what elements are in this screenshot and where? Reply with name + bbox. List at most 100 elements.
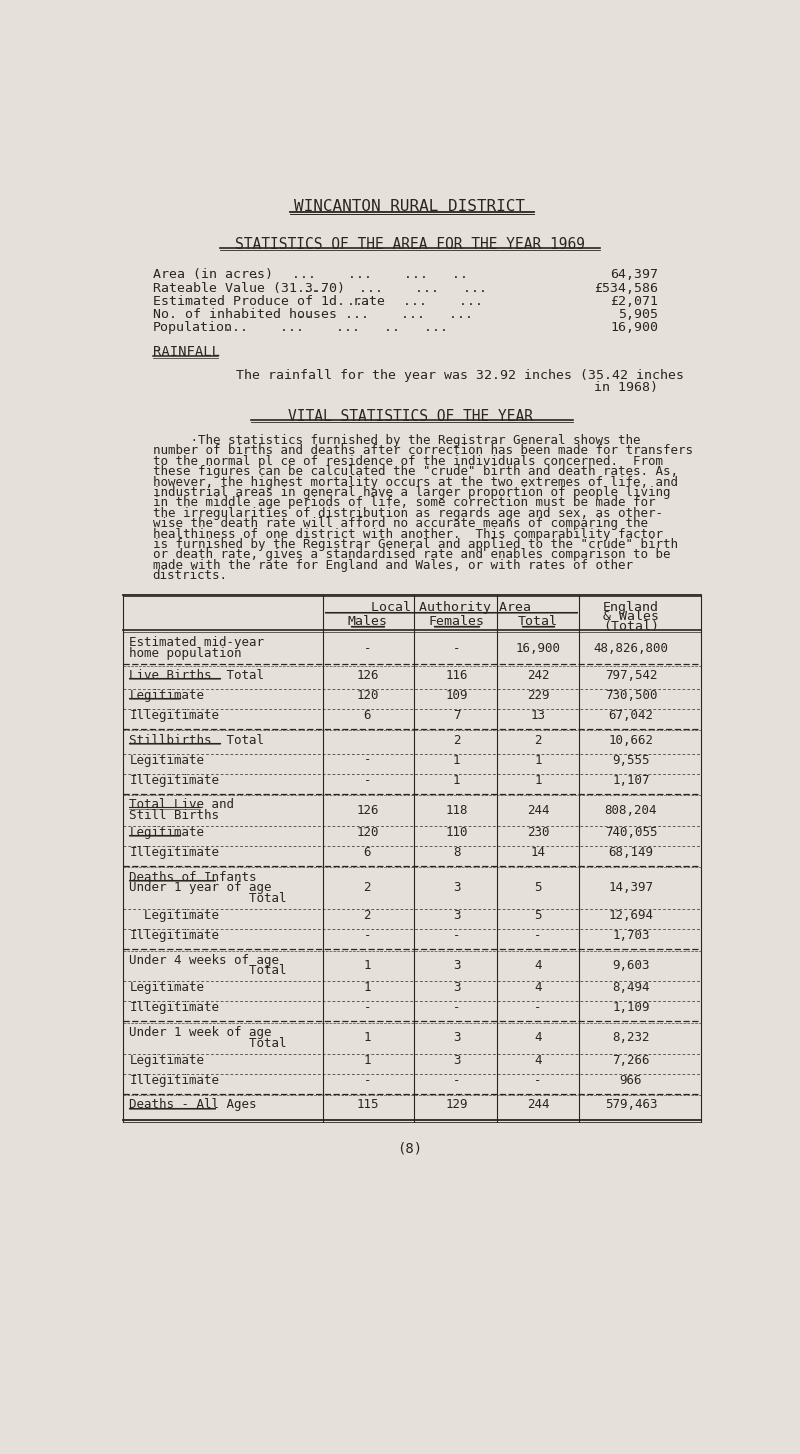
Text: WINCANTON RURAL DISTRICT: WINCANTON RURAL DISTRICT (294, 199, 526, 214)
Text: 1: 1 (364, 1031, 371, 1044)
Text: or death rate, gives a standardised rate and enables comparison to be: or death rate, gives a standardised rate… (153, 548, 670, 561)
Text: ...    ...    ...: ... ... ... (314, 295, 482, 308)
Text: 1: 1 (364, 981, 371, 995)
Text: Under 1 week of age: Under 1 week of age (130, 1027, 272, 1040)
Text: 6: 6 (364, 710, 371, 721)
Text: 2: 2 (364, 881, 371, 894)
Text: Legitimate: Legitimate (130, 826, 205, 839)
Text: VITAL STATISTICS OF THE YEAR: VITAL STATISTICS OF THE YEAR (287, 409, 533, 423)
Text: 808,204: 808,204 (605, 804, 657, 817)
Text: 6: 6 (364, 846, 371, 859)
Text: 229: 229 (526, 689, 549, 702)
Text: (8): (8) (398, 1141, 422, 1156)
Text: Stillbirths  Total: Stillbirths Total (130, 733, 265, 746)
Text: 48,826,800: 48,826,800 (594, 641, 668, 654)
Text: Local Authority Area: Local Authority Area (371, 601, 531, 614)
Text: 118: 118 (446, 804, 468, 817)
Text: these figures can be calculated the "crude" birth and death rates. As,: these figures can be calculated the "cru… (153, 465, 678, 478)
Text: STATISTICS OF THE AREA FOR THE YEAR 1969: STATISTICS OF THE AREA FOR THE YEAR 1969 (235, 237, 585, 252)
Text: Estimated mid-year: Estimated mid-year (130, 637, 265, 650)
Text: Legitimate: Legitimate (130, 1054, 205, 1067)
Text: 67,042: 67,042 (608, 710, 654, 721)
Text: 1: 1 (364, 1054, 371, 1067)
Text: 3: 3 (453, 1054, 460, 1067)
Text: 579,463: 579,463 (605, 1098, 657, 1111)
Text: 8,494: 8,494 (612, 981, 650, 995)
Text: Deaths - All Ages: Deaths - All Ages (130, 1098, 257, 1111)
Text: -: - (534, 1002, 542, 1015)
Text: 1: 1 (534, 753, 542, 766)
Text: 120: 120 (356, 826, 378, 839)
Text: -: - (364, 641, 371, 654)
Text: Total: Total (130, 1037, 287, 1050)
Text: however, the highest mortality occurs at the two extremes of life, and: however, the highest mortality occurs at… (153, 475, 678, 489)
Text: Illegitimate: Illegitimate (130, 929, 219, 942)
Text: 1: 1 (534, 774, 542, 787)
Text: 1,109: 1,109 (612, 1002, 650, 1015)
Text: 126: 126 (356, 669, 378, 682)
Text: 8: 8 (453, 846, 460, 859)
Text: RAINFALL: RAINFALL (153, 345, 220, 359)
Text: home population: home population (130, 647, 242, 660)
Text: 8,232: 8,232 (612, 1031, 650, 1044)
Text: 14,397: 14,397 (608, 881, 654, 894)
Text: 1: 1 (453, 753, 460, 766)
Text: Illegitimate: Illegitimate (130, 1075, 219, 1086)
Text: Area (in acres): Area (in acres) (153, 269, 273, 282)
Text: 110: 110 (446, 826, 468, 839)
Text: .    ...    ...    ...   ..: . ... ... ... .. (237, 269, 469, 282)
Text: Population: Population (153, 321, 233, 334)
Text: 64,397: 64,397 (610, 269, 658, 282)
Text: Females: Females (429, 615, 485, 628)
Text: Total: Total (130, 964, 287, 977)
Text: 1: 1 (453, 774, 460, 787)
Text: 12,694: 12,694 (608, 909, 654, 922)
Text: made with the rate for England and Wales, or with rates of other: made with the rate for England and Wales… (153, 558, 633, 571)
Text: & Wales: & Wales (603, 611, 659, 624)
Text: Illegitimate: Illegitimate (130, 846, 219, 859)
Text: Legitimate: Legitimate (130, 981, 205, 995)
Text: No. of inhabited houses: No. of inhabited houses (153, 308, 337, 321)
Text: 3: 3 (453, 909, 460, 922)
Text: 1: 1 (364, 960, 371, 973)
Text: Males: Males (347, 615, 387, 628)
Text: 3: 3 (453, 960, 460, 973)
Text: in the middle age periods of life, some correction must be made for: in the middle age periods of life, some … (153, 496, 655, 509)
Text: 129: 129 (446, 1098, 468, 1111)
Text: 5,905: 5,905 (618, 308, 658, 321)
Text: ...    ...    ...   ..   ...: ... ... ... .. ... (209, 321, 449, 334)
Text: The rainfall for the year was 32.92 inches (35.42 inches: The rainfall for the year was 32.92 inch… (236, 368, 684, 381)
Text: -: - (453, 1002, 460, 1015)
Text: Illegitimate: Illegitimate (130, 1002, 219, 1015)
Text: 5: 5 (534, 881, 542, 894)
Text: in 1968): in 1968) (594, 381, 658, 394)
Text: 3: 3 (453, 881, 460, 894)
Text: -: - (534, 1075, 542, 1086)
Text: 2: 2 (453, 733, 460, 746)
Text: 966: 966 (620, 1075, 642, 1086)
Text: 740,055: 740,055 (605, 826, 657, 839)
Text: 4: 4 (534, 1054, 542, 1067)
Text: 2: 2 (364, 909, 371, 922)
Text: England: England (603, 601, 659, 614)
Text: -: - (453, 1075, 460, 1086)
Text: Rateable Value (31.3.70): Rateable Value (31.3.70) (153, 282, 345, 295)
Text: -: - (364, 753, 371, 766)
Text: 109: 109 (446, 689, 468, 702)
Text: Estimated Produce of 1d. rate: Estimated Produce of 1d. rate (153, 295, 385, 308)
Text: industrial areas in general have a larger proportion of people living: industrial areas in general have a large… (153, 486, 670, 499)
Text: Under 1 year of age: Under 1 year of age (130, 881, 272, 894)
Text: 68,149: 68,149 (608, 846, 654, 859)
Text: £534,586: £534,586 (594, 282, 658, 295)
Text: 9,603: 9,603 (612, 960, 650, 973)
Text: -: - (364, 1002, 371, 1015)
Text: Legitimate: Legitimate (130, 753, 205, 766)
Text: (Total): (Total) (603, 619, 659, 632)
Text: -: - (364, 929, 371, 942)
Text: 797,542: 797,542 (605, 669, 657, 682)
Text: 730,500: 730,500 (605, 689, 657, 702)
Text: 16,900: 16,900 (515, 641, 560, 654)
Text: 7: 7 (453, 710, 460, 721)
Text: wise the death rate will afford no accurate means of comparing the: wise the death rate will afford no accur… (153, 518, 648, 531)
Text: -: - (453, 641, 460, 654)
